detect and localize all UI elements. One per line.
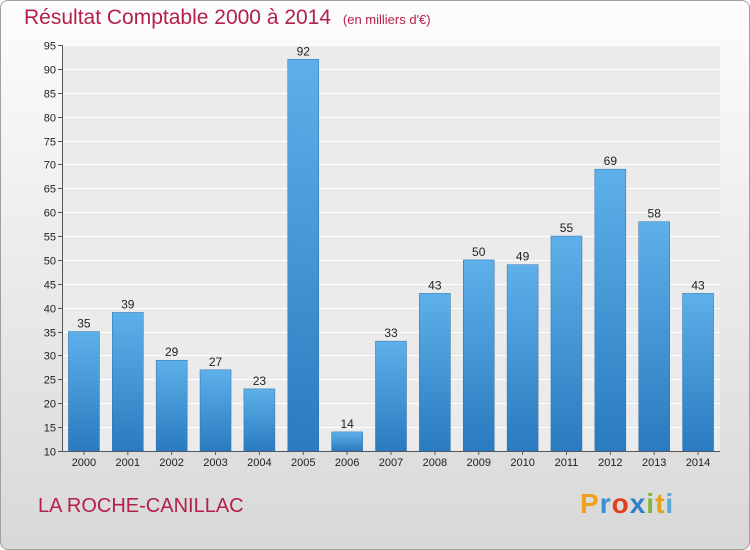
x-tick-label: 2006	[335, 457, 359, 469]
logo-letter: i	[665, 488, 675, 519]
logo-letter: r	[599, 488, 612, 519]
bar-value-label: 92	[297, 44, 311, 58]
axes: 10 15 20 25 30 35 40 45 50 55 60 65 70 75 80 85 90 95 2000…	[44, 41, 720, 469]
x-tick-label: 2010	[510, 457, 534, 469]
bar-value-label: 29	[165, 345, 179, 359]
bar-value-label: 43	[691, 278, 705, 292]
bar-value-label: 35	[77, 317, 91, 331]
bars	[68, 59, 714, 452]
x-tick-label: 2011	[555, 457, 579, 469]
x-tick-label: 2009	[466, 457, 490, 469]
bar	[155, 359, 188, 452]
y-tick-label: 95	[44, 41, 56, 53]
logo-letter: i	[646, 488, 656, 519]
y-tick-label: 50	[44, 256, 56, 268]
bar-value-label: 14	[340, 417, 354, 431]
x-tick-label: 2000	[72, 457, 96, 469]
y-tick-label: 60	[44, 208, 56, 220]
bar	[199, 369, 232, 452]
x-tick-label: 2003	[203, 457, 227, 469]
bar	[550, 235, 583, 452]
bar	[638, 221, 670, 452]
y-tick-label: 85	[44, 89, 56, 101]
y-tick-label: 40	[44, 304, 56, 316]
location-name: LA ROCHE-CANILLAC	[38, 495, 244, 517]
y-tick-label: 30	[44, 351, 56, 363]
y-tick-label: 80	[44, 113, 56, 125]
bar-value-label: 55	[560, 221, 574, 235]
bar	[594, 168, 627, 452]
y-tick-label: 75	[44, 137, 56, 149]
y-tick-label: 10	[44, 447, 56, 459]
logo-letter: x	[629, 488, 647, 519]
y-tick-label: 15	[44, 423, 56, 435]
bar-value-label: 43	[428, 278, 442, 292]
x-tick-label: 2013	[642, 457, 666, 469]
x-tick-label: 2007	[379, 457, 403, 469]
bar	[419, 293, 451, 452]
y-tick-label: 45	[44, 280, 56, 292]
x-tick-label: 2002	[159, 457, 183, 469]
bar-value-label: 39	[121, 297, 135, 311]
x-tick-label: 2008	[423, 457, 447, 469]
x-tick-label: 2005	[291, 457, 315, 469]
bar	[682, 293, 714, 452]
bar	[375, 340, 407, 452]
y-tick-label: 25	[44, 375, 56, 387]
bar-value-label: 58	[648, 207, 662, 221]
y-tick-label: 35	[44, 328, 56, 340]
bar-value-label: 50	[472, 245, 486, 259]
bar-value-label: 27	[209, 355, 223, 369]
bar	[462, 259, 495, 452]
bar	[68, 331, 100, 452]
bar	[287, 59, 320, 452]
logo-letter: P	[580, 488, 600, 519]
labels: 35 39 29 27 23 92 14 33 43 50 49 55 69 58 43	[77, 44, 705, 431]
bar-value-label: 69	[604, 154, 618, 168]
y-tick-label: 55	[44, 232, 56, 244]
chart-title-text: Résultat Comptable 2000 à 2014	[24, 6, 332, 29]
y-tick-label: 65	[44, 184, 56, 196]
x-tick-label: 2012	[598, 457, 622, 469]
bar-value-label: 23	[253, 374, 267, 388]
bar	[243, 388, 276, 452]
bar	[112, 312, 144, 452]
y-tick-label: 90	[44, 65, 56, 77]
y-tick-label: 70	[44, 160, 56, 172]
chart-subtitle: (en milliers d'€)	[342, 12, 431, 27]
bar	[331, 431, 363, 452]
x-tick-label: 2014	[686, 457, 710, 469]
proxiti-logo: Proxiti	[580, 488, 674, 520]
chart-title: Résultat Comptable 2000 à 2014 (en milli…	[24, 6, 431, 30]
y-tick-label: 20	[44, 399, 56, 411]
bar-value-label: 33	[384, 326, 398, 340]
logo-letter: t	[655, 488, 666, 519]
logo-letter: o	[611, 488, 630, 519]
x-tick-label: 2001	[116, 457, 140, 469]
x-tick-label: 2004	[247, 457, 271, 469]
bar-value-label: 49	[516, 250, 530, 264]
bar	[506, 264, 539, 452]
